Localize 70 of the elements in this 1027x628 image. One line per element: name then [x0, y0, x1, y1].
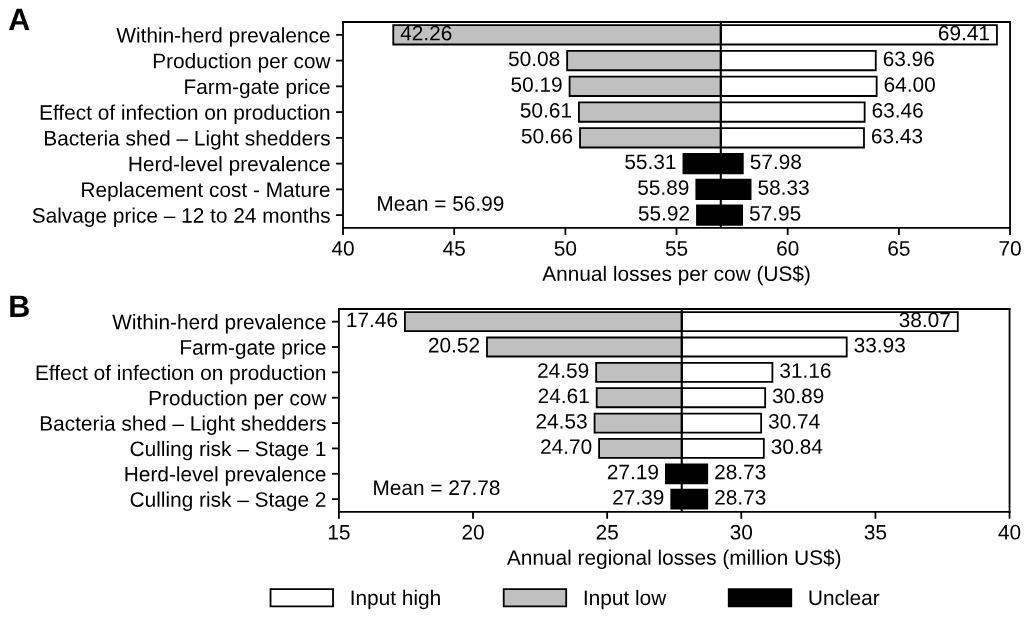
annotation: 55.31	[625, 154, 676, 170]
y-tick-label: Culling risk – Stage 1	[130, 440, 326, 461]
annotation: 42.26	[400, 25, 452, 41]
annotation: 17.46	[347, 312, 398, 328]
x-tick-label: 50	[554, 241, 577, 256]
annotation: 63.96	[883, 51, 934, 67]
legend-label: Input high	[351, 589, 440, 610]
annotation: 57.95	[749, 205, 801, 221]
x-tick-label: 45	[443, 241, 465, 256]
legend-label: Input low	[584, 589, 667, 610]
annotation: 31.16	[780, 363, 831, 378]
x-tick-label: 40	[331, 241, 354, 256]
x-tick-label: 35	[864, 524, 887, 540]
y-tick-label: Effect of infection on production	[40, 104, 330, 124]
annotation: 28.73	[715, 464, 766, 480]
annotation: 50.61	[520, 102, 571, 118]
y-tick-label: Herd-level prevalence	[129, 156, 330, 176]
legend-label: Unclear	[809, 589, 880, 606]
x-tick-label: 70	[999, 241, 1021, 256]
annotation: 28.73	[715, 489, 766, 505]
x-axis-title: Annual regional losses (million US$)	[506, 549, 841, 570]
x-tick-label: 55	[665, 241, 688, 256]
text: A	[8, 8, 30, 30]
x-tick-label: 30	[730, 524, 753, 540]
annotation: 27.19	[607, 464, 658, 480]
x-tick-label: 65	[888, 241, 910, 256]
y-tick-label: Culling risk – Stage 2	[130, 491, 326, 512]
x-tick-label: 25	[596, 524, 618, 540]
x-tick-label: 20	[462, 524, 484, 540]
x-tick-label: 60	[777, 241, 799, 256]
annotation: 30.89	[772, 388, 824, 404]
annotation: Mean = 56.99	[378, 196, 504, 211]
y-tick-label: Effect of infection on production	[36, 364, 326, 385]
y-tick-label: Production per cow	[153, 53, 331, 73]
x-tick-label: 15	[328, 525, 350, 540]
annotation: 33.93	[854, 337, 905, 353]
annotation: 69.41	[938, 25, 989, 41]
x-tick-label: 40	[998, 524, 1021, 540]
y-tick-label: Farm-gate price	[181, 339, 326, 359]
y-tick-label: Production per cow	[149, 390, 327, 410]
annotation: 24.59	[538, 363, 589, 378]
annotation: 64.00	[884, 77, 935, 92]
y-tick-label: Bacteria shed – Light shedders	[40, 415, 326, 435]
annotation: 63.46	[872, 102, 923, 118]
annotation: 63.43	[871, 128, 923, 144]
annotation: 58.33	[758, 180, 809, 195]
annotation: 24.61	[538, 388, 589, 404]
text: B	[10, 295, 29, 317]
annotation: Mean = 27.78	[374, 480, 500, 496]
annotation: 50.08	[508, 51, 560, 67]
x-axis-title: Annual losses per cow (US$)	[542, 265, 810, 286]
annotation: 20.52	[428, 337, 479, 353]
annotation: 30.74	[768, 413, 820, 429]
annotation: 55.92	[638, 205, 690, 221]
annotation: 30.84	[771, 439, 823, 455]
annotation: 24.70	[541, 439, 592, 455]
y-tick-label: Bacteria shed – Light shedders	[45, 130, 330, 150]
y-tick-label: Salvage price – 12 to 24 months	[32, 207, 330, 227]
y-tick-label: Farm-gate price	[185, 78, 330, 99]
y-tick-label: Within-herd prevalence	[112, 314, 326, 334]
y-tick-label: Herd-level prevalence	[125, 466, 326, 486]
annotation: 50.19	[511, 77, 562, 92]
annotation: 50.66	[521, 128, 573, 144]
annotation: 55.89	[638, 180, 689, 195]
annotation: 24.53	[536, 413, 587, 429]
annotation: 38.07	[899, 312, 950, 328]
annotation: 27.39	[613, 489, 664, 505]
y-tick-label: Within-herd prevalence	[116, 27, 330, 47]
y-tick-label: Replacement cost - Mature	[82, 181, 330, 202]
annotation: 57.98	[750, 154, 801, 170]
